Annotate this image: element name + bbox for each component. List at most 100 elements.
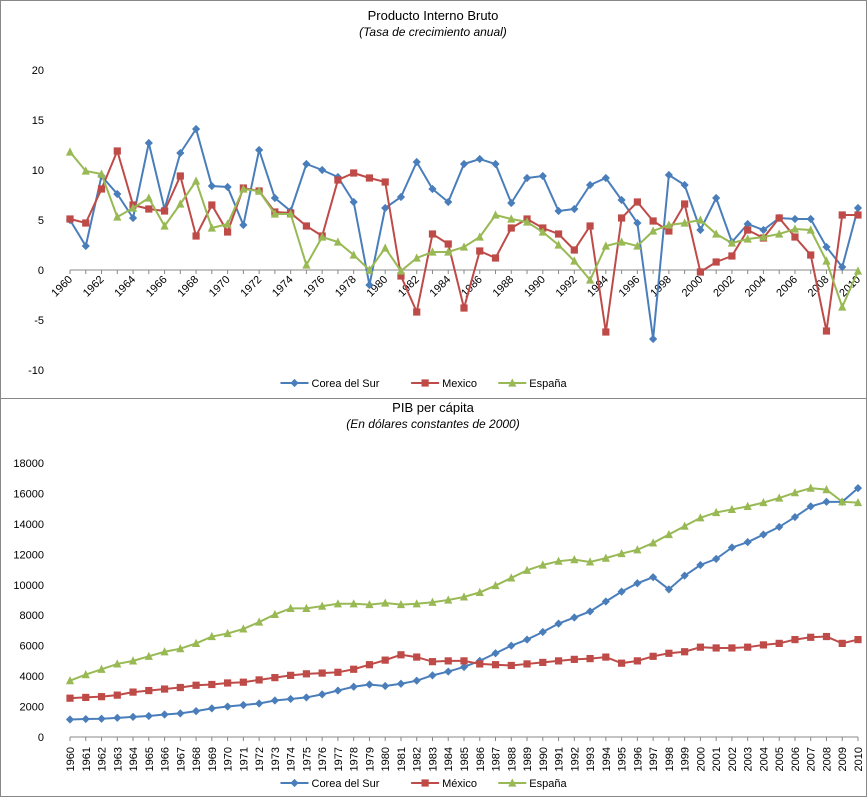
marker bbox=[176, 683, 184, 692]
marker bbox=[791, 635, 799, 644]
marker bbox=[223, 182, 232, 192]
marker bbox=[191, 638, 201, 647]
marker bbox=[491, 580, 500, 590]
marker bbox=[428, 230, 437, 238]
marker bbox=[570, 256, 579, 265]
marker bbox=[255, 699, 264, 708]
x-tick-label: 1966 bbox=[160, 747, 172, 771]
marker bbox=[854, 211, 862, 219]
marker bbox=[585, 275, 595, 284]
marker bbox=[838, 262, 847, 272]
marker bbox=[396, 679, 406, 688]
marker bbox=[822, 327, 831, 335]
marker bbox=[176, 644, 185, 653]
marker bbox=[633, 241, 642, 250]
marker bbox=[681, 200, 689, 208]
chart-title: PIB per cápita bbox=[392, 400, 474, 415]
x-tick-label: 2003 bbox=[743, 747, 755, 771]
marker bbox=[270, 696, 279, 705]
marker bbox=[239, 700, 248, 710]
marker bbox=[349, 250, 358, 259]
marker bbox=[712, 229, 721, 238]
marker bbox=[224, 228, 232, 236]
marker bbox=[318, 690, 327, 699]
marker bbox=[554, 619, 563, 628]
marker bbox=[727, 543, 737, 552]
marker bbox=[381, 178, 389, 186]
marker bbox=[97, 185, 106, 193]
x-tick-label: 1979 bbox=[364, 747, 376, 771]
x-tick-label: 2010 bbox=[853, 747, 865, 771]
marker bbox=[65, 715, 75, 724]
marker bbox=[806, 483, 815, 492]
y-tick-label: 18000 bbox=[13, 458, 44, 470]
marker bbox=[82, 219, 90, 227]
marker bbox=[853, 497, 863, 507]
marker bbox=[444, 667, 453, 676]
marker bbox=[349, 599, 358, 608]
y-tick-label: 4000 bbox=[20, 671, 44, 683]
marker bbox=[743, 219, 752, 229]
marker bbox=[460, 657, 468, 665]
x-tick-label: 1968 bbox=[191, 747, 203, 771]
marker bbox=[696, 215, 705, 224]
marker bbox=[585, 607, 595, 616]
chart-subtitle: (En dólares constantes de 2000) bbox=[346, 417, 519, 431]
marker bbox=[223, 702, 232, 711]
marker bbox=[522, 565, 532, 574]
marker bbox=[680, 180, 689, 190]
marker bbox=[97, 693, 106, 701]
marker bbox=[853, 203, 863, 213]
x-tick-label: 1973 bbox=[270, 747, 282, 771]
x-tick-label: 1987 bbox=[491, 747, 503, 771]
marker bbox=[649, 573, 658, 582]
marker bbox=[696, 560, 705, 570]
marker bbox=[160, 647, 169, 656]
marker bbox=[665, 227, 673, 235]
marker bbox=[113, 691, 121, 699]
marker bbox=[507, 573, 516, 582]
marker bbox=[302, 670, 310, 678]
marker bbox=[290, 778, 299, 788]
marker bbox=[538, 227, 547, 236]
marker bbox=[743, 538, 752, 547]
marker bbox=[397, 272, 405, 280]
marker bbox=[680, 521, 689, 530]
marker bbox=[239, 220, 248, 230]
marker bbox=[333, 599, 343, 608]
marker bbox=[838, 211, 846, 219]
marker bbox=[176, 148, 185, 158]
marker bbox=[806, 214, 815, 224]
marker bbox=[81, 241, 90, 251]
marker bbox=[396, 599, 406, 609]
marker bbox=[421, 379, 429, 387]
x-tick-label: 1989 bbox=[522, 747, 534, 771]
marker bbox=[649, 652, 657, 660]
marker bbox=[333, 686, 343, 695]
marker bbox=[444, 247, 453, 256]
marker bbox=[207, 223, 216, 232]
marker bbox=[255, 186, 264, 195]
marker bbox=[601, 553, 610, 562]
marker bbox=[365, 661, 374, 669]
marker bbox=[290, 378, 299, 388]
marker bbox=[712, 644, 720, 652]
marker bbox=[381, 203, 390, 213]
marker bbox=[507, 641, 516, 650]
x-tick-label: 1988 bbox=[506, 747, 518, 771]
x-tick-label: 1992 bbox=[569, 747, 581, 771]
marker bbox=[365, 265, 374, 274]
x-tick-label: 2004 bbox=[758, 747, 770, 771]
marker bbox=[554, 556, 563, 565]
marker bbox=[601, 241, 610, 250]
marker bbox=[680, 571, 689, 580]
x-tick-label: 1971 bbox=[238, 747, 250, 771]
x-tick-label: 1964 bbox=[128, 747, 140, 771]
marker bbox=[144, 651, 153, 660]
marker bbox=[775, 522, 784, 532]
y-tick-label: 2000 bbox=[20, 702, 44, 714]
marker bbox=[255, 676, 263, 684]
x-tick-label: 1994 bbox=[601, 747, 613, 771]
marker bbox=[460, 304, 468, 312]
marker bbox=[712, 193, 721, 203]
